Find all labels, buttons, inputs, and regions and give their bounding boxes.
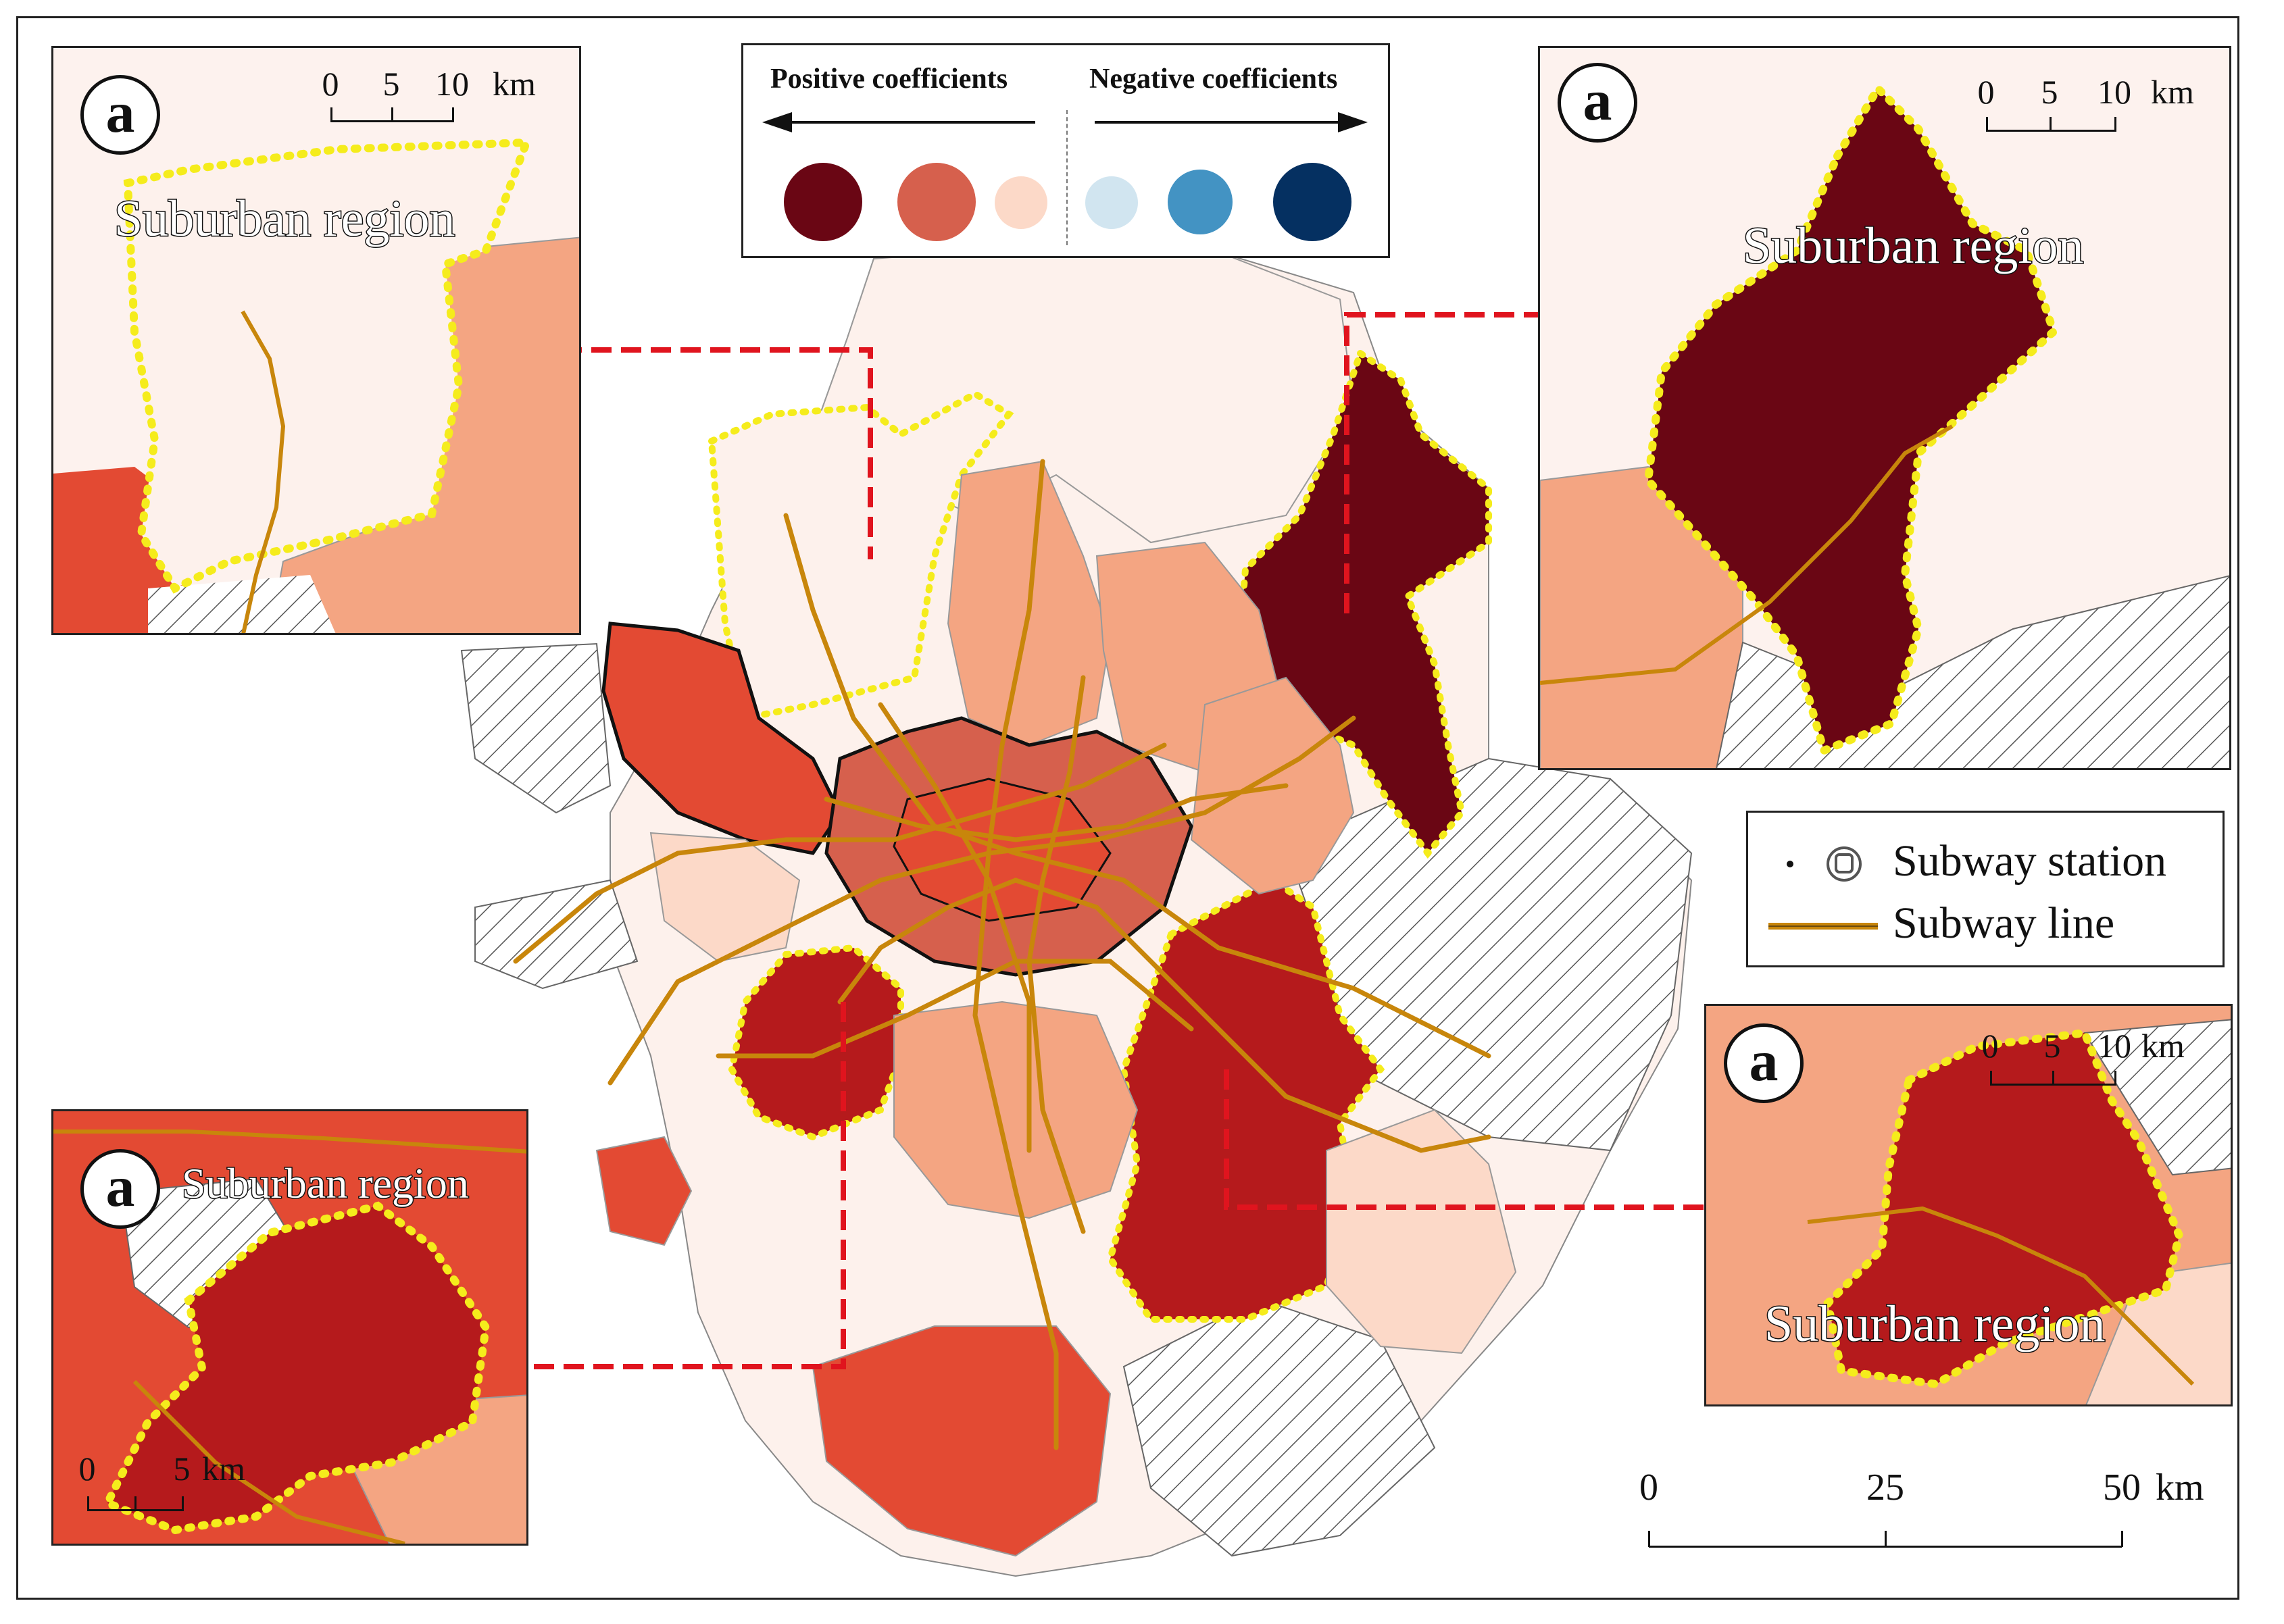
positive-coefficients-label: Positive coefficients	[770, 64, 1008, 95]
legend-divider	[1066, 110, 1068, 245]
region-coast-bright	[595, 1136, 693, 1246]
region-west-bright	[601, 621, 842, 855]
region-far-east-pale	[1326, 1109, 1517, 1354]
scale-tick: 5	[382, 65, 400, 103]
scale-tick: 0	[78, 1450, 96, 1488]
inset-bottom-left: a Suburban region 0 5 km	[51, 1109, 528, 1546]
inset-scale-bar: 0 5 10 km	[317, 64, 536, 132]
scale-tick: 5	[2043, 1027, 2061, 1065]
scale-tick-mark	[1648, 1531, 1650, 1547]
scale-tick-25: 25	[1866, 1467, 1904, 1508]
region-northeast-suburb	[1235, 348, 1492, 859]
scale-unit: km	[2151, 73, 2194, 111]
inset-title: Suburban region	[1741, 217, 2084, 276]
legend-swatch-positive-strong	[784, 163, 862, 241]
symbol-legend: Subway station Subway line	[1746, 811, 2225, 967]
positive-arrow-icon	[762, 112, 1035, 132]
scale-unit: km	[2141, 1027, 2185, 1065]
scale-tick: 5	[173, 1450, 191, 1488]
legend-swatch-negative-strong	[1273, 163, 1351, 241]
inset-badge: a	[80, 75, 160, 155]
scale-mid-tick	[134, 1496, 136, 1511]
main-map	[286, 244, 1935, 1577]
scale-tick-mark	[2121, 1531, 2123, 1547]
inset-top-right: a Suburban region 0 5 10 km	[1538, 46, 2231, 770]
inset-title: Suburban region	[113, 190, 455, 249]
inset-title: Suburban region	[181, 1159, 470, 1209]
scale-tick-0: 0	[1639, 1467, 1658, 1508]
scale-tick: 5	[2041, 73, 2058, 111]
negative-arrow-icon	[1095, 112, 1368, 132]
inset-badge: a	[1558, 63, 1637, 143]
region-west-light	[649, 832, 801, 963]
region-hatched-west	[460, 642, 612, 814]
scale-tick: 0	[322, 65, 339, 103]
region-southwest-suburb	[728, 944, 904, 1141]
inset-badge: a	[1724, 1023, 1804, 1103]
negative-coefficients-label: Negative coefficients	[1089, 64, 1338, 95]
coefficient-legend: Positive coefficients Negative coefficie…	[741, 43, 1390, 258]
inset-title: Suburban region	[1763, 1295, 2106, 1354]
scale-unit: km	[493, 65, 536, 103]
scale-tick-50: 50	[2103, 1467, 2141, 1508]
subway-network	[513, 459, 1491, 1450]
legend-swatch-negative-medium	[1168, 170, 1233, 234]
scale-unit: km	[2156, 1467, 2204, 1508]
scale-tick: 10	[435, 65, 469, 103]
scale-tick: 0	[1981, 1027, 1999, 1065]
station-label: Subway station	[1893, 836, 2167, 886]
inset-bottom-right: a Suburban region 0 5 10 km	[1704, 1004, 2233, 1406]
scale-mid-tick	[2050, 117, 2052, 132]
legend-swatch-negative-weak	[1085, 176, 1138, 229]
inset-top-left: a Suburban region 0 5 10 km	[51, 46, 581, 635]
scale-unit: km	[202, 1450, 245, 1488]
scale-mid-tick	[2052, 1071, 2054, 1086]
inset-badge: a	[80, 1149, 160, 1229]
subway-line-icon	[1768, 923, 1878, 930]
region-south-bright	[812, 1325, 1112, 1557]
inset-scale-bar: 0 5 km	[67, 1449, 245, 1523]
region-hatched-sw	[474, 879, 639, 990]
legend-swatch-positive-weak	[995, 176, 1047, 229]
inset-scale-bar: 0 5 10 km	[1977, 1026, 2193, 1094]
scale-mid-tick	[391, 107, 393, 122]
main-scale-bar: 0 25 50 km	[1608, 1466, 2216, 1560]
scale-tick: 0	[1977, 73, 1995, 111]
callout-leaders	[286, 312, 1935, 1369]
legend-row-station: Subway station	[1748, 833, 2223, 894]
subway-station-icon	[1787, 846, 1862, 882]
scale-tick-mark	[1885, 1531, 1887, 1547]
line-label: Subway line	[1893, 898, 2115, 948]
legend-swatch-positive-medium	[897, 163, 976, 241]
scale-tick: 10	[2097, 1027, 2131, 1065]
legend-row-line: Subway line	[1748, 895, 2223, 956]
inset-scale-bar: 0 5 10 km	[1972, 72, 2195, 140]
scale-tick: 10	[2097, 73, 2131, 111]
